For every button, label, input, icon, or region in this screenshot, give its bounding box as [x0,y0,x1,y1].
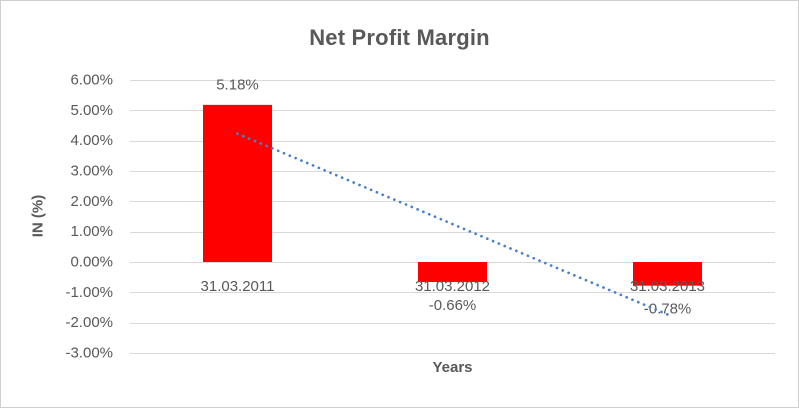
data-label: -0.66% [429,297,477,314]
bar [418,262,487,283]
y-tick-label: 1.00% [70,223,113,240]
category-label: 31.03.2012 [415,278,490,295]
y-tick-label: 2.00% [70,193,113,210]
y-tick-label: 3.00% [70,163,113,180]
y-tick-label: 0.00% [70,254,113,271]
bar [633,262,702,286]
category-label: 31.03.2011 [201,278,275,295]
y-tick-label: -2.00% [65,314,113,331]
x-axis-title: Years [432,359,473,376]
y-tick-label: 4.00% [70,132,113,149]
trendline [236,132,669,316]
y-tick-label: -1.00% [65,284,113,301]
data-label: 5.18% [216,76,259,93]
chart-title: Net Profit Margin [309,25,490,50]
y-tick-label: 6.00% [70,72,113,89]
y-tick-label: -3.00% [65,345,113,362]
category-label: 31.03.2013 [630,278,705,295]
y-tick-label: 5.00% [70,102,113,119]
bar [203,104,272,262]
data-label: -0.78% [644,301,692,318]
